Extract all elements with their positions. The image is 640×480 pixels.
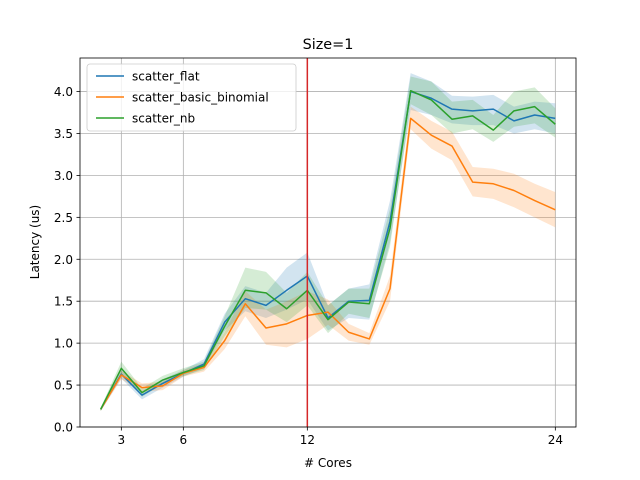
y-tick-label: 1.5 xyxy=(54,295,73,309)
x-axis-label: # Cores xyxy=(304,456,352,470)
y-tick-label: 2.0 xyxy=(54,253,73,267)
plot-frame xyxy=(79,57,577,428)
legend-box xyxy=(86,63,297,132)
y-tick-label: 2.5 xyxy=(54,211,73,225)
scatter_basic_binomial-line xyxy=(100,117,556,410)
legend-label-scatter_basic_binomial: scatter_basic_binomial xyxy=(132,91,269,105)
y-axis-ticks: 0.0 0.5 1.0 1.5 2.0 2.5 3.0 3.5 4.0 xyxy=(54,85,80,435)
y-tick-label: 4.0 xyxy=(54,85,73,99)
x-tick-label: 12 xyxy=(300,433,315,447)
scatter_nb-line xyxy=(99,89,556,410)
y-tick-label: 0.0 xyxy=(54,421,73,435)
y-tick-label: 3.0 xyxy=(54,169,73,183)
y-axis-label: Latency (us) xyxy=(28,205,42,279)
y-tick-label: 3.5 xyxy=(54,127,73,141)
y-tick-label: 0.5 xyxy=(54,379,73,393)
confidence-bands xyxy=(100,73,556,412)
chart-title: Size=1 xyxy=(303,37,354,53)
x-tick-label: 3 xyxy=(118,433,126,447)
x-axis-ticks: 3 6 12 24 xyxy=(118,427,563,447)
x-tick-label: 6 xyxy=(180,433,188,447)
scatter_nb-band xyxy=(100,76,556,412)
series-lines xyxy=(99,89,556,410)
legend-label-scatter_flat: scatter_flat xyxy=(132,70,200,84)
legend-label-scatter_nb: scatter_nb xyxy=(132,112,195,126)
x-tick-label: 24 xyxy=(548,433,563,447)
y-tick-label: 1.0 xyxy=(54,337,73,351)
scatter_flat-band xyxy=(100,73,556,412)
legend: scatter_flat scatter_basic_binomialscatte… xyxy=(86,63,297,132)
